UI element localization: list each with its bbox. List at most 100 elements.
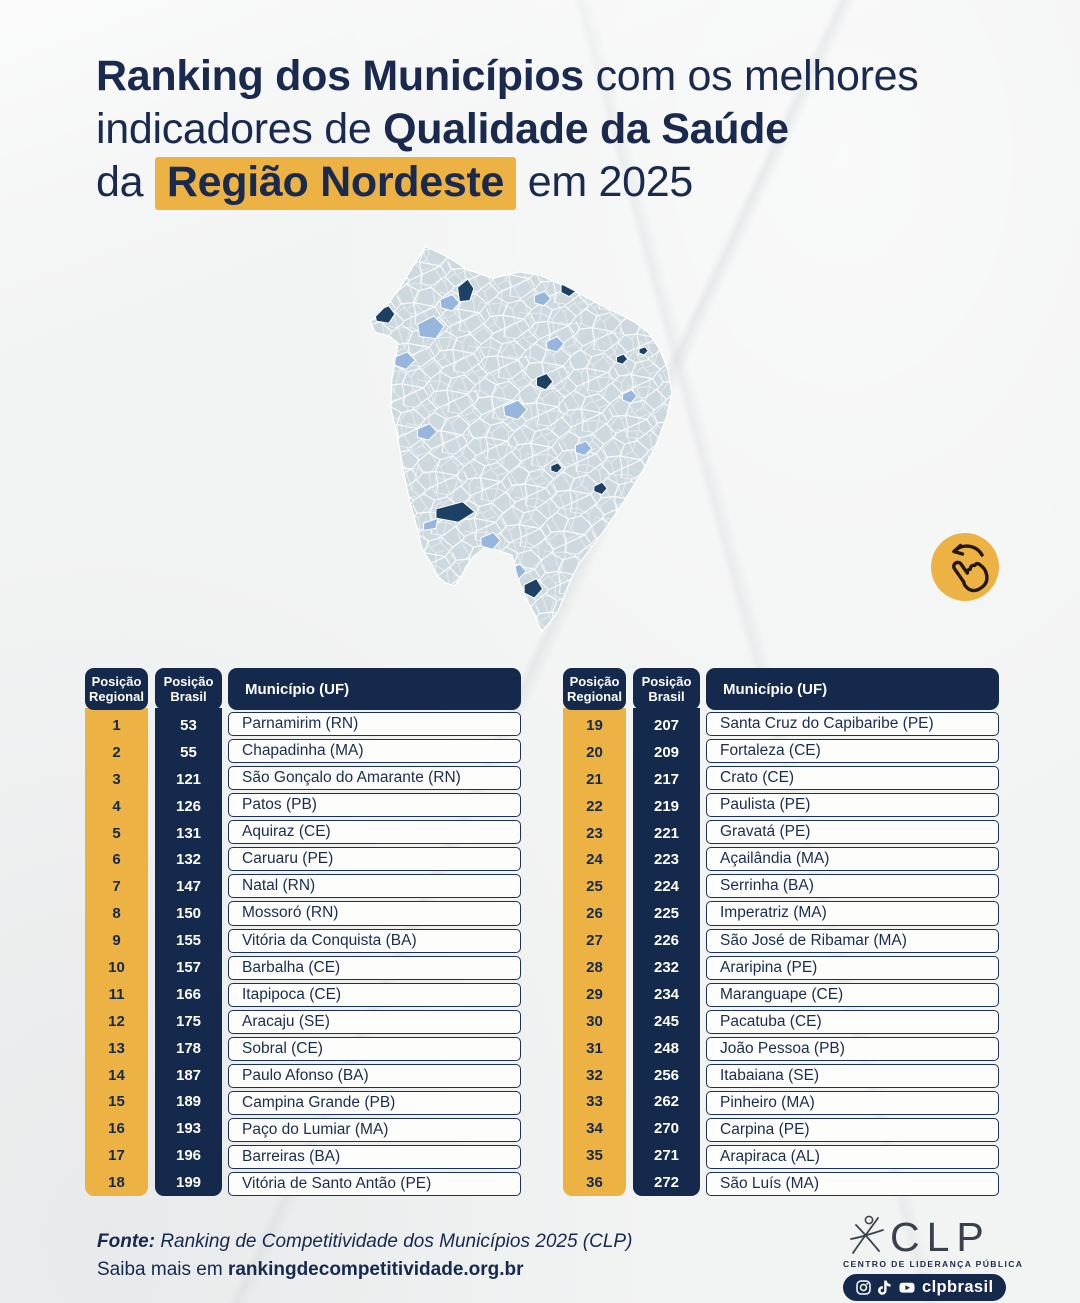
header-posicao-regional: Posição Regional bbox=[563, 668, 626, 710]
brasil-position-cell: 131 bbox=[175, 824, 202, 842]
header-text: Posição bbox=[569, 674, 620, 689]
title-highlight-regiao-nordeste: Região Nordeste bbox=[154, 157, 517, 210]
header-municipio: Município (UF) bbox=[228, 668, 521, 710]
instagram-icon bbox=[856, 1280, 871, 1295]
header-text: Brasil bbox=[648, 689, 685, 704]
regional-position-cell: 36 bbox=[586, 1174, 603, 1192]
swipe-hand-icon bbox=[931, 533, 999, 601]
regional-position-cell: 4 bbox=[112, 797, 121, 815]
title-bold-1: Ranking dos Municípios bbox=[96, 52, 584, 100]
brasil-position-cell: 226 bbox=[653, 932, 680, 950]
brasil-position-cell: 219 bbox=[653, 797, 680, 815]
regional-position-cell: 24 bbox=[586, 851, 603, 869]
regional-position-cell: 26 bbox=[586, 905, 603, 923]
municipality-row: Chapadinha (MA) bbox=[228, 739, 521, 764]
regional-position-cell: 28 bbox=[586, 958, 603, 976]
regional-position-cell: 1 bbox=[112, 716, 121, 734]
header-text: Regional bbox=[567, 689, 622, 704]
brasil-position-cell: 178 bbox=[175, 1039, 202, 1057]
municipality-row: Caruaru (PE) bbox=[228, 847, 521, 872]
title-rest-1: com os melhores bbox=[583, 52, 919, 100]
page-title: Ranking dos Municípios com os melhores i… bbox=[96, 50, 996, 210]
header-text: Posição bbox=[163, 674, 214, 689]
brasil-position-cell: 187 bbox=[175, 1066, 202, 1084]
fonte-text: Ranking de Competitividade dos Município… bbox=[155, 1231, 633, 1252]
municipality-row: Pinheiro (MA) bbox=[706, 1090, 999, 1115]
ranking-site-link[interactable]: rankingdecompetitividade.org.br bbox=[227, 1259, 524, 1280]
brasil-position-cell: 225 bbox=[653, 905, 680, 923]
municipality-row: Crato (CE) bbox=[706, 766, 999, 791]
municipality-row: Patos (PB) bbox=[228, 793, 521, 818]
map-svg bbox=[369, 245, 673, 633]
table-right: Posição Regional Posição Brasil Municípi… bbox=[563, 668, 999, 1197]
municipality-row: Araripina (PE) bbox=[706, 955, 999, 980]
brasil-position-cell: 256 bbox=[653, 1066, 680, 1084]
header-text: Município (UF) bbox=[723, 680, 828, 698]
brasil-position-cell: 262 bbox=[653, 1093, 680, 1111]
municipality-row: Mossoró (RN) bbox=[228, 901, 521, 926]
more-info-line: Saiba mais em rankingdecompetitividade.o… bbox=[97, 1256, 632, 1284]
municipality-row: Paulista (PE) bbox=[706, 793, 999, 818]
saiba-prefix: Saiba mais em bbox=[97, 1259, 228, 1280]
regional-position-cell: 32 bbox=[586, 1066, 603, 1084]
brasil-position-cell: 196 bbox=[175, 1147, 202, 1165]
regional-position-cell: 8 bbox=[112, 905, 121, 923]
regional-position-cell: 15 bbox=[108, 1093, 125, 1111]
col-posicao-regional: 1 2 3 4 5 6 7 8 9 10 11 12 13 14 15 16 17 18 bbox=[85, 708, 148, 1196]
brasil-position-cell: 150 bbox=[175, 905, 202, 923]
header-posicao-brasil: Posição Brasil bbox=[633, 668, 700, 710]
brasil-position-cell: 157 bbox=[175, 958, 202, 976]
municipality-row: São Luís (MA) bbox=[706, 1172, 999, 1197]
brasil-position-cell: 207 bbox=[653, 716, 680, 734]
municipality-row: Fortaleza (CE) bbox=[706, 739, 999, 764]
header-text: Posição bbox=[641, 674, 692, 689]
brasil-position-cell: 193 bbox=[175, 1120, 202, 1138]
regional-position-cell: 5 bbox=[112, 824, 121, 842]
title-pre-3: da bbox=[96, 158, 144, 206]
header-posicao-regional: Posição Regional bbox=[85, 668, 148, 710]
title-pre-2: indicadores de bbox=[96, 105, 384, 153]
source-note: Fonte: Ranking de Competitividade dos Mu… bbox=[97, 1228, 632, 1284]
municipality-row: Aracaju (SE) bbox=[228, 1009, 521, 1034]
regional-position-cell: 9 bbox=[112, 932, 121, 950]
swipe-left-icon[interactable] bbox=[931, 533, 999, 601]
brasil-position-cell: 270 bbox=[653, 1120, 680, 1138]
youtube-icon bbox=[899, 1282, 915, 1293]
regional-position-cell: 31 bbox=[586, 1039, 603, 1057]
municipality-row: Barreiras (BA) bbox=[228, 1145, 521, 1170]
municipality-row: Barbalha (CE) bbox=[228, 955, 521, 980]
header-text: Município (UF) bbox=[245, 680, 350, 698]
fonte-label: Fonte: bbox=[97, 1231, 156, 1252]
municipality-row: São José de Ribamar (MA) bbox=[706, 928, 999, 953]
regional-position-cell: 33 bbox=[586, 1093, 603, 1111]
regional-position-cell: 17 bbox=[108, 1147, 125, 1165]
regional-position-cell: 12 bbox=[108, 1012, 125, 1030]
brasil-position-cell: 199 bbox=[175, 1174, 202, 1192]
municipality-row: Pacatuba (CE) bbox=[706, 1009, 999, 1034]
social-pill[interactable]: clpbrasil bbox=[843, 1274, 1007, 1301]
brasil-position-cell: 126 bbox=[175, 797, 202, 815]
social-handle: clpbrasil bbox=[922, 1278, 994, 1296]
brasil-position-cell: 221 bbox=[653, 824, 680, 842]
col-posicao-brasil: 207 209 217 219 221 223 224 225 226 232 234 245 248 2… bbox=[633, 708, 700, 1196]
col-posicao-regional: 19 20 21 22 23 24 25 26 27 28 29 30 31 32 33 34 35 36 bbox=[563, 708, 626, 1196]
ranking-tables: Posição Regional Posição Brasil Municípi… bbox=[85, 668, 1000, 1198]
col-municipio: Santa Cruz do Capibaribe (PE) Fortaleza (… bbox=[706, 712, 999, 1197]
header-posicao-brasil: Posição Brasil bbox=[155, 668, 222, 710]
clp-tagline: CENTRO DE LIDERANÇA PÚBLICA bbox=[843, 1259, 1024, 1269]
regional-position-cell: 20 bbox=[586, 743, 603, 761]
municipality-row: São Gonçalo do Amarante (RN) bbox=[228, 766, 521, 791]
col-municipio: Parnamirim (RN) Chapadinha (MA) São Gonçal… bbox=[228, 712, 521, 1197]
regional-position-cell: 2 bbox=[112, 743, 121, 761]
clp-logo: CLP bbox=[850, 1214, 984, 1258]
regional-position-cell: 22 bbox=[586, 797, 603, 815]
brasil-position-cell: 232 bbox=[653, 958, 680, 976]
brasil-position-cell: 217 bbox=[653, 770, 680, 788]
tiktok-icon bbox=[878, 1280, 891, 1295]
regional-position-cell: 16 bbox=[108, 1120, 125, 1138]
municipality-row: Santa Cruz do Capibaribe (PE) bbox=[706, 712, 999, 737]
title-rest-3: em 2025 bbox=[516, 158, 694, 206]
brasil-position-cell: 245 bbox=[653, 1012, 680, 1030]
municipality-row: Imperatriz (MA) bbox=[706, 901, 999, 926]
